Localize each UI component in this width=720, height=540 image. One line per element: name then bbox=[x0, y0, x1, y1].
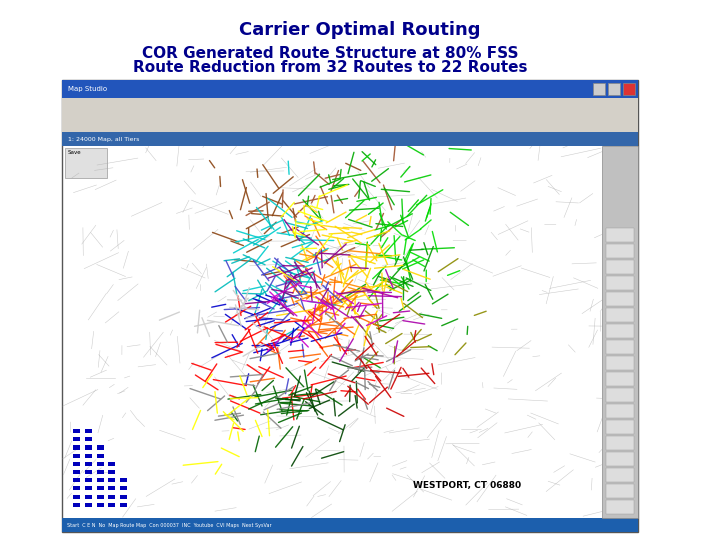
Bar bbox=[109, 478, 115, 482]
Bar bbox=[606, 452, 634, 466]
Bar bbox=[85, 470, 91, 474]
Bar bbox=[62, 80, 638, 532]
Bar bbox=[606, 356, 634, 370]
Bar bbox=[65, 148, 107, 178]
Bar bbox=[606, 292, 634, 306]
Bar bbox=[606, 500, 634, 514]
Bar bbox=[606, 324, 634, 338]
Bar bbox=[96, 446, 104, 450]
Bar bbox=[120, 495, 127, 498]
Bar bbox=[73, 462, 80, 466]
Bar bbox=[85, 487, 91, 490]
Text: Start  C E N  No  Map Route Map  Con 000037  INC  Youtube  CVI Maps  Next SysVar: Start C E N No Map Route Map Con 000037 … bbox=[67, 523, 271, 528]
Text: Carrier Optimal Routing: Carrier Optimal Routing bbox=[239, 21, 481, 39]
Bar bbox=[120, 487, 127, 490]
Bar bbox=[109, 470, 115, 474]
Bar bbox=[85, 495, 91, 498]
Bar bbox=[606, 340, 634, 354]
Text: Map Studio: Map Studio bbox=[68, 86, 107, 92]
Bar bbox=[96, 454, 104, 458]
Bar bbox=[606, 484, 634, 498]
Bar bbox=[85, 462, 91, 466]
Bar bbox=[602, 146, 638, 518]
Bar bbox=[85, 446, 91, 450]
Bar bbox=[85, 454, 91, 458]
Bar bbox=[73, 437, 80, 441]
Bar bbox=[73, 446, 80, 450]
Bar bbox=[606, 260, 634, 274]
Bar bbox=[606, 436, 634, 450]
Bar bbox=[85, 429, 91, 433]
Bar bbox=[606, 420, 634, 434]
Text: 1: 24000 Map, all Tiers: 1: 24000 Map, all Tiers bbox=[68, 137, 140, 141]
Bar bbox=[73, 503, 80, 507]
Bar bbox=[109, 487, 115, 490]
Bar bbox=[73, 487, 80, 490]
Bar bbox=[96, 462, 104, 466]
Bar bbox=[96, 470, 104, 474]
Text: Save: Save bbox=[68, 150, 81, 155]
Bar bbox=[62, 80, 638, 98]
Bar bbox=[120, 478, 127, 482]
Bar bbox=[109, 495, 115, 498]
Bar bbox=[73, 454, 80, 458]
Bar bbox=[606, 372, 634, 386]
Bar bbox=[96, 487, 104, 490]
Bar bbox=[606, 308, 634, 322]
Bar bbox=[109, 462, 115, 466]
Bar bbox=[623, 83, 635, 95]
Bar bbox=[109, 503, 115, 507]
Bar bbox=[96, 503, 104, 507]
Bar bbox=[606, 404, 634, 418]
Bar bbox=[606, 276, 634, 290]
Bar bbox=[73, 478, 80, 482]
Bar bbox=[606, 244, 634, 258]
Bar bbox=[73, 470, 80, 474]
Bar bbox=[96, 495, 104, 498]
Bar bbox=[62, 518, 638, 532]
Bar bbox=[62, 110, 638, 132]
Bar bbox=[73, 429, 80, 433]
Bar bbox=[73, 495, 80, 498]
Bar bbox=[96, 478, 104, 482]
Bar bbox=[62, 132, 638, 146]
Bar bbox=[85, 437, 91, 441]
Bar bbox=[593, 83, 605, 95]
Bar bbox=[606, 388, 634, 402]
Text: WESTPORT, CT 06880: WESTPORT, CT 06880 bbox=[413, 481, 521, 490]
Bar bbox=[120, 503, 127, 507]
Bar bbox=[85, 478, 91, 482]
Bar bbox=[85, 503, 91, 507]
Text: COR Generated Route Structure at 80% FSS: COR Generated Route Structure at 80% FSS bbox=[142, 45, 518, 60]
Bar bbox=[606, 228, 634, 242]
Bar bbox=[608, 83, 620, 95]
Bar bbox=[606, 468, 634, 482]
Bar bbox=[62, 98, 638, 110]
Text: Route Reduction from 32 Routes to 22 Routes: Route Reduction from 32 Routes to 22 Rou… bbox=[132, 60, 527, 76]
